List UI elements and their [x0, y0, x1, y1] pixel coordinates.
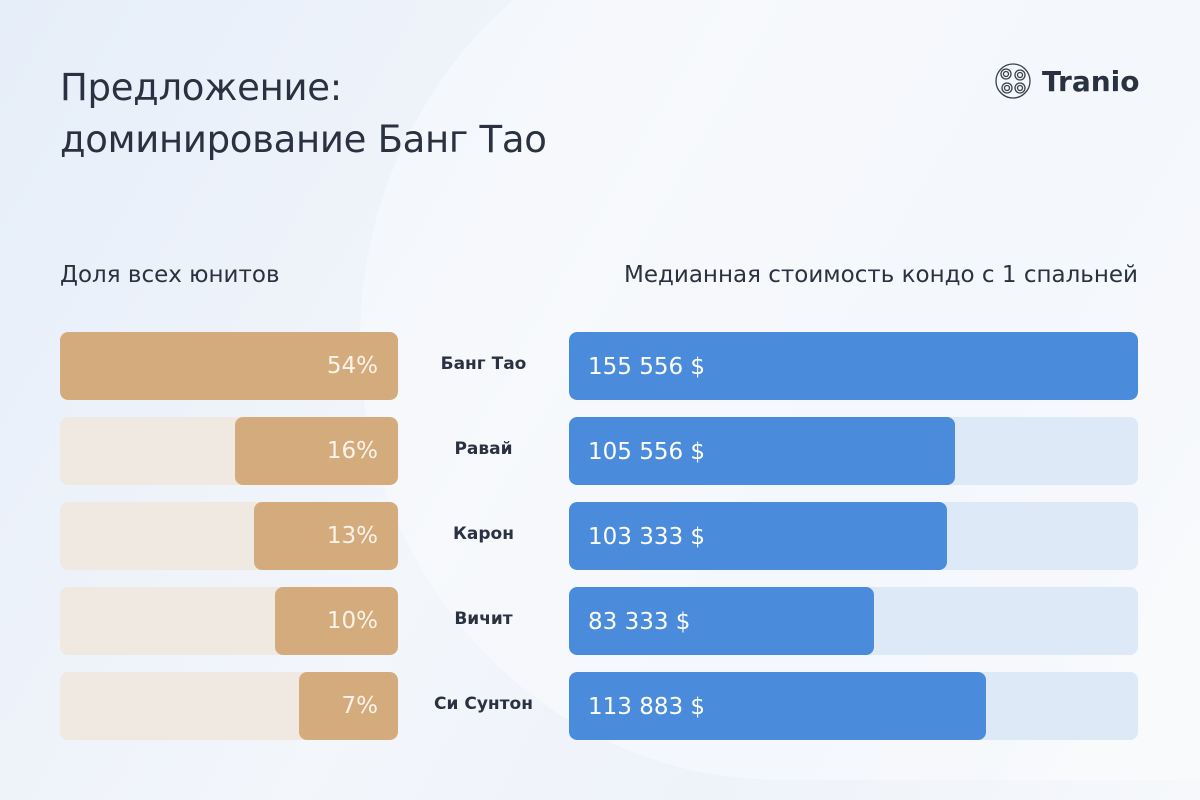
- share-bar: [60, 332, 398, 400]
- share-bar: [275, 587, 398, 655]
- title-line-2: доминирование Банг Тао: [60, 118, 547, 161]
- district-label: Равай: [454, 439, 513, 459]
- share-bar-track: 7%: [60, 672, 398, 740]
- share-bar-track: 10%: [60, 587, 398, 655]
- right-chart-title: Медианная стоимость кондо с 1 спальней: [623, 262, 1138, 288]
- price-label: 113 883 $: [588, 694, 706, 720]
- share-bar-track: 13%: [60, 502, 398, 570]
- share-bar: [298, 672, 398, 740]
- price-bar-track: 155 556 $: [569, 332, 1138, 400]
- district-label: Банг Тао: [440, 354, 527, 374]
- price-bar: [569, 417, 956, 485]
- price-label: 105 556 $: [588, 439, 706, 465]
- price-bar-track: 105 556 $: [569, 417, 1138, 485]
- share-bar-track: 54%: [60, 332, 398, 400]
- price-label: 83 333 $: [588, 609, 691, 635]
- price-bar: [569, 587, 874, 655]
- district-label: Карон: [453, 524, 514, 544]
- price-bar: [569, 502, 947, 570]
- share-label: 7%: [341, 693, 379, 719]
- share-bar: [254, 502, 398, 570]
- price-bar-track: 103 333 $: [569, 502, 1138, 570]
- price-bar-track: 113 883 $: [569, 672, 1138, 740]
- logo-text: Tranio: [1042, 64, 1140, 98]
- share-label: 13%: [326, 523, 378, 549]
- spiral-logo-icon: [995, 63, 1031, 99]
- share-bar-track: 16%: [60, 417, 398, 485]
- district-label: Вичит: [454, 609, 513, 629]
- share-bar: [235, 417, 398, 485]
- price-bar: [569, 332, 1138, 400]
- share-label: 54%: [326, 353, 378, 379]
- tranio-logo: Tranio: [994, 62, 1140, 100]
- share-label: 10%: [326, 608, 378, 634]
- price-label: 155 556 $: [588, 354, 706, 380]
- price-bar-track: 83 333 $: [569, 587, 1138, 655]
- left-chart-title: Доля всех юнитов: [60, 262, 280, 288]
- share-label: 16%: [326, 438, 378, 464]
- page-title: Предложение: доминирование Банг Тао: [60, 62, 547, 166]
- price-label: 103 333 $: [588, 524, 706, 550]
- title-line-1: Предложение:: [60, 66, 342, 109]
- price-bar: [569, 672, 986, 740]
- district-label: Си Сунтон: [434, 694, 533, 714]
